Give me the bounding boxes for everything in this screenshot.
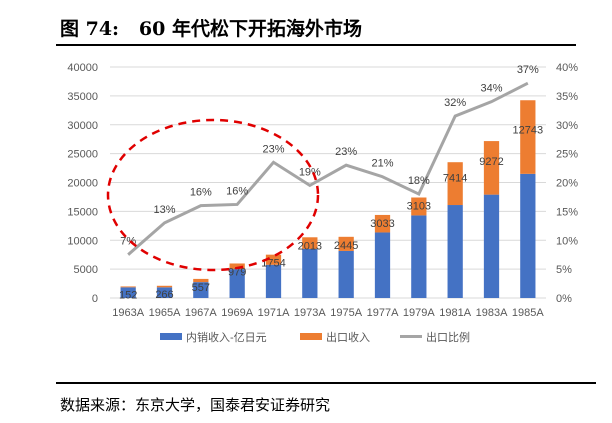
title-divider xyxy=(56,44,576,46)
export-label: 2013 xyxy=(298,240,322,252)
bar-export xyxy=(520,100,536,174)
export-label: 152 xyxy=(119,289,137,301)
bar-domestic xyxy=(483,194,500,298)
x-tick: 1985A xyxy=(512,307,544,319)
y-left-tick: 15000 xyxy=(67,206,98,218)
ratio-label: 19% xyxy=(299,166,321,178)
legend-swatch xyxy=(160,333,182,340)
bar-export xyxy=(120,286,136,288)
y-left-tick: 0 xyxy=(92,293,98,305)
y-left-tick: 25000 xyxy=(67,149,98,161)
x-tick: 1973A xyxy=(294,307,326,319)
x-tick: 1981A xyxy=(439,307,471,319)
x-tick: 1967A xyxy=(185,307,217,319)
y-right-tick: 40% xyxy=(556,62,578,74)
bar-domestic xyxy=(265,264,282,298)
bar-domestic xyxy=(338,250,354,298)
export-label: 3033 xyxy=(370,218,394,230)
bar-export xyxy=(302,237,318,249)
bar-export xyxy=(447,162,463,206)
y-right-tick: 25% xyxy=(556,149,578,161)
y-left-tick: 10000 xyxy=(67,235,98,247)
bar-export xyxy=(338,236,354,251)
bar-domestic xyxy=(229,269,245,298)
bar-export xyxy=(265,254,282,265)
export-label: 266 xyxy=(155,289,173,301)
legend-label: 内销收入-亿日元 xyxy=(186,330,267,344)
ratio-label: 13% xyxy=(153,204,175,216)
y-left-tick: 20000 xyxy=(67,178,98,190)
ratio-label: 18% xyxy=(408,175,430,187)
line-export-ratio xyxy=(127,81,529,256)
ratio-label: 7% xyxy=(120,236,136,248)
bar-export xyxy=(193,278,209,283)
export-label: 2445 xyxy=(334,240,358,252)
bar-domestic xyxy=(447,205,463,298)
y-right-tick: 10% xyxy=(556,235,578,247)
legend-label: 出口收入 xyxy=(326,330,370,344)
bar-export xyxy=(411,197,427,216)
ratio-label: 23% xyxy=(262,143,284,155)
export-label: 979 xyxy=(228,266,246,278)
legend-label: 出口比例 xyxy=(426,330,470,344)
x-tick: 1977A xyxy=(367,307,399,319)
y-left-tick: 30000 xyxy=(67,120,98,132)
y-left-tick: 40000 xyxy=(67,62,98,74)
y-right-tick: 15% xyxy=(556,206,578,218)
ratio-label: 32% xyxy=(444,97,466,109)
export-label: 557 xyxy=(192,282,210,294)
bar-domestic xyxy=(193,282,209,298)
bar-domestic xyxy=(520,173,536,298)
y-left-tick: 5000 xyxy=(74,264,98,276)
bar-export xyxy=(229,263,245,270)
bar-export xyxy=(374,214,391,233)
highlight-ellipse xyxy=(106,118,320,272)
ratio-label: 37% xyxy=(517,64,539,76)
ratio-label: 34% xyxy=(480,83,502,95)
bar-domestic xyxy=(302,248,318,298)
x-tick: 1975A xyxy=(330,307,362,319)
export-label: 7414 xyxy=(443,172,467,184)
figure-title: 图 74: 60 年代松下开拓海外市场 xyxy=(60,18,362,40)
y-left-tick: 35000 xyxy=(67,91,98,103)
x-tick: 1979A xyxy=(403,307,435,319)
y-right-tick: 0% xyxy=(556,293,572,305)
ratio-label: 23% xyxy=(335,146,357,158)
ratio-label: 16% xyxy=(226,185,248,197)
x-tick: 1983A xyxy=(476,307,508,319)
source-note: 数据来源：东京大学，国泰君安证券研究 xyxy=(60,396,331,414)
export-label: 9272 xyxy=(479,156,503,168)
chart: 0 5000 10000 15000 20000 25000 30000 35000 40000… xyxy=(67,62,578,344)
ratio-label: 16% xyxy=(190,187,212,199)
bar-domestic xyxy=(156,287,173,298)
x-tick: 1963A xyxy=(112,307,144,319)
export-label: 12743 xyxy=(513,124,544,136)
legend-swatch xyxy=(300,333,322,340)
bar-domestic xyxy=(411,215,427,298)
source-divider xyxy=(56,382,596,384)
export-label: 1754 xyxy=(261,258,285,270)
y-right-tick: 30% xyxy=(556,120,578,132)
y-right-tick: 35% xyxy=(556,91,578,103)
bar-domestic xyxy=(374,232,391,298)
ratio-label: 21% xyxy=(371,158,393,170)
x-tick: 1969A xyxy=(221,307,253,319)
x-tick: 1971A xyxy=(258,307,290,319)
x-tick: 1965A xyxy=(149,307,181,319)
y-right-tick: 20% xyxy=(556,178,578,190)
bar-export xyxy=(483,141,500,195)
bar-export xyxy=(156,285,173,288)
bar-domestic xyxy=(120,287,136,298)
export-label: 3103 xyxy=(407,200,431,212)
y-right-tick: 5% xyxy=(556,264,572,276)
